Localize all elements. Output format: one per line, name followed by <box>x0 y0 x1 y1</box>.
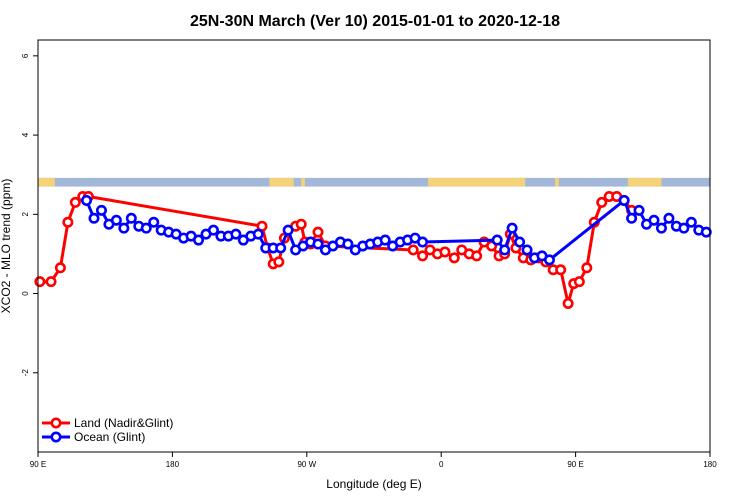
land-point <box>562 297 574 309</box>
ocean-point <box>663 212 675 224</box>
land-point <box>295 218 307 230</box>
y-axis: -2 0 2 4 6 <box>21 53 38 376</box>
ocean-point <box>342 238 354 250</box>
ocean-point <box>81 194 93 206</box>
land-point <box>407 244 419 256</box>
ocean-point <box>207 224 219 236</box>
ocean-point <box>140 222 152 234</box>
ocean-point <box>110 214 122 226</box>
land-point <box>312 226 324 238</box>
land-ocean-band <box>38 177 710 187</box>
y-tick-label: 6 <box>21 53 30 58</box>
ocean-point <box>275 242 287 254</box>
land-point <box>69 196 81 208</box>
land-point <box>573 276 585 288</box>
land-point <box>471 250 483 262</box>
ocean-band <box>38 177 710 187</box>
legend-label-land: Land (Nadir&Glint) <box>74 416 173 430</box>
x-tick-label: 90 E <box>30 460 46 469</box>
ocean-point <box>88 212 100 224</box>
ocean-point <box>633 204 645 216</box>
ocean-point <box>252 228 264 240</box>
x-tick-label: 0 <box>439 460 444 469</box>
land-point <box>581 262 593 274</box>
ocean-point <box>118 222 130 234</box>
legend: Land (Nadir&Glint) Ocean (Glint) <box>42 416 173 444</box>
land-point <box>273 256 285 268</box>
ocean-point <box>125 212 137 224</box>
ocean-point <box>282 224 294 236</box>
land-segment <box>627 177 662 187</box>
ocean-point <box>543 254 555 266</box>
y-tick-label: 4 <box>21 132 30 137</box>
land-point <box>448 252 460 264</box>
x-axis-label: Longitude (deg E) <box>326 477 421 491</box>
y-tick-label: -2 <box>21 369 30 377</box>
land-segment <box>269 177 294 187</box>
x-tick-label: 180 <box>166 460 180 469</box>
ocean-point <box>312 238 324 250</box>
land-point <box>439 246 451 258</box>
legend-marker-land <box>50 417 62 429</box>
ocean-point <box>193 234 205 246</box>
x-tick-label: 90 W <box>297 460 316 469</box>
land-segment <box>301 177 305 187</box>
ocean-point <box>514 236 526 248</box>
land-point <box>62 216 74 228</box>
x-tick-label: 180 <box>703 460 717 469</box>
chart-title: 25N-30N March (Ver 10) 2015-01-01 to 202… <box>190 13 560 30</box>
ocean-point <box>678 222 690 234</box>
ocean-point <box>618 194 630 206</box>
land-point <box>417 250 429 262</box>
y-tick-label: 0 <box>21 291 30 296</box>
ocean-point <box>506 222 518 234</box>
plot-frame <box>37 39 711 453</box>
ocean-point <box>626 212 638 224</box>
ocean-point <box>685 216 697 228</box>
x-axis: 90 E 180 90 W 0 90 E 180 <box>30 452 717 469</box>
land-segment <box>555 177 559 187</box>
land-segment <box>428 177 526 187</box>
ocean-point <box>700 226 712 238</box>
land-point <box>596 196 608 208</box>
ocean-point <box>417 236 429 248</box>
legend-marker-ocean <box>50 431 62 443</box>
land-point <box>45 276 57 288</box>
y-tick-label: 2 <box>21 212 30 217</box>
ocean-point <box>148 216 160 228</box>
ocean-point <box>655 222 667 234</box>
land-point <box>54 262 66 274</box>
ocean-point <box>648 214 660 226</box>
legend-label-ocean: Ocean (Glint) <box>74 430 145 444</box>
x-tick-label: 90 E <box>567 460 583 469</box>
series-layer <box>34 190 712 309</box>
land-segment <box>38 177 55 187</box>
land-point <box>555 264 567 276</box>
ocean-point <box>95 204 107 216</box>
ocean-point <box>379 234 391 246</box>
ocean-point <box>521 244 533 256</box>
land-point <box>34 276 46 288</box>
y-axis-label: XCO2 - MLO trend (ppm) <box>0 179 13 314</box>
ocean-point <box>230 228 242 240</box>
ocean-point <box>499 244 511 256</box>
ocean-point <box>491 234 503 246</box>
